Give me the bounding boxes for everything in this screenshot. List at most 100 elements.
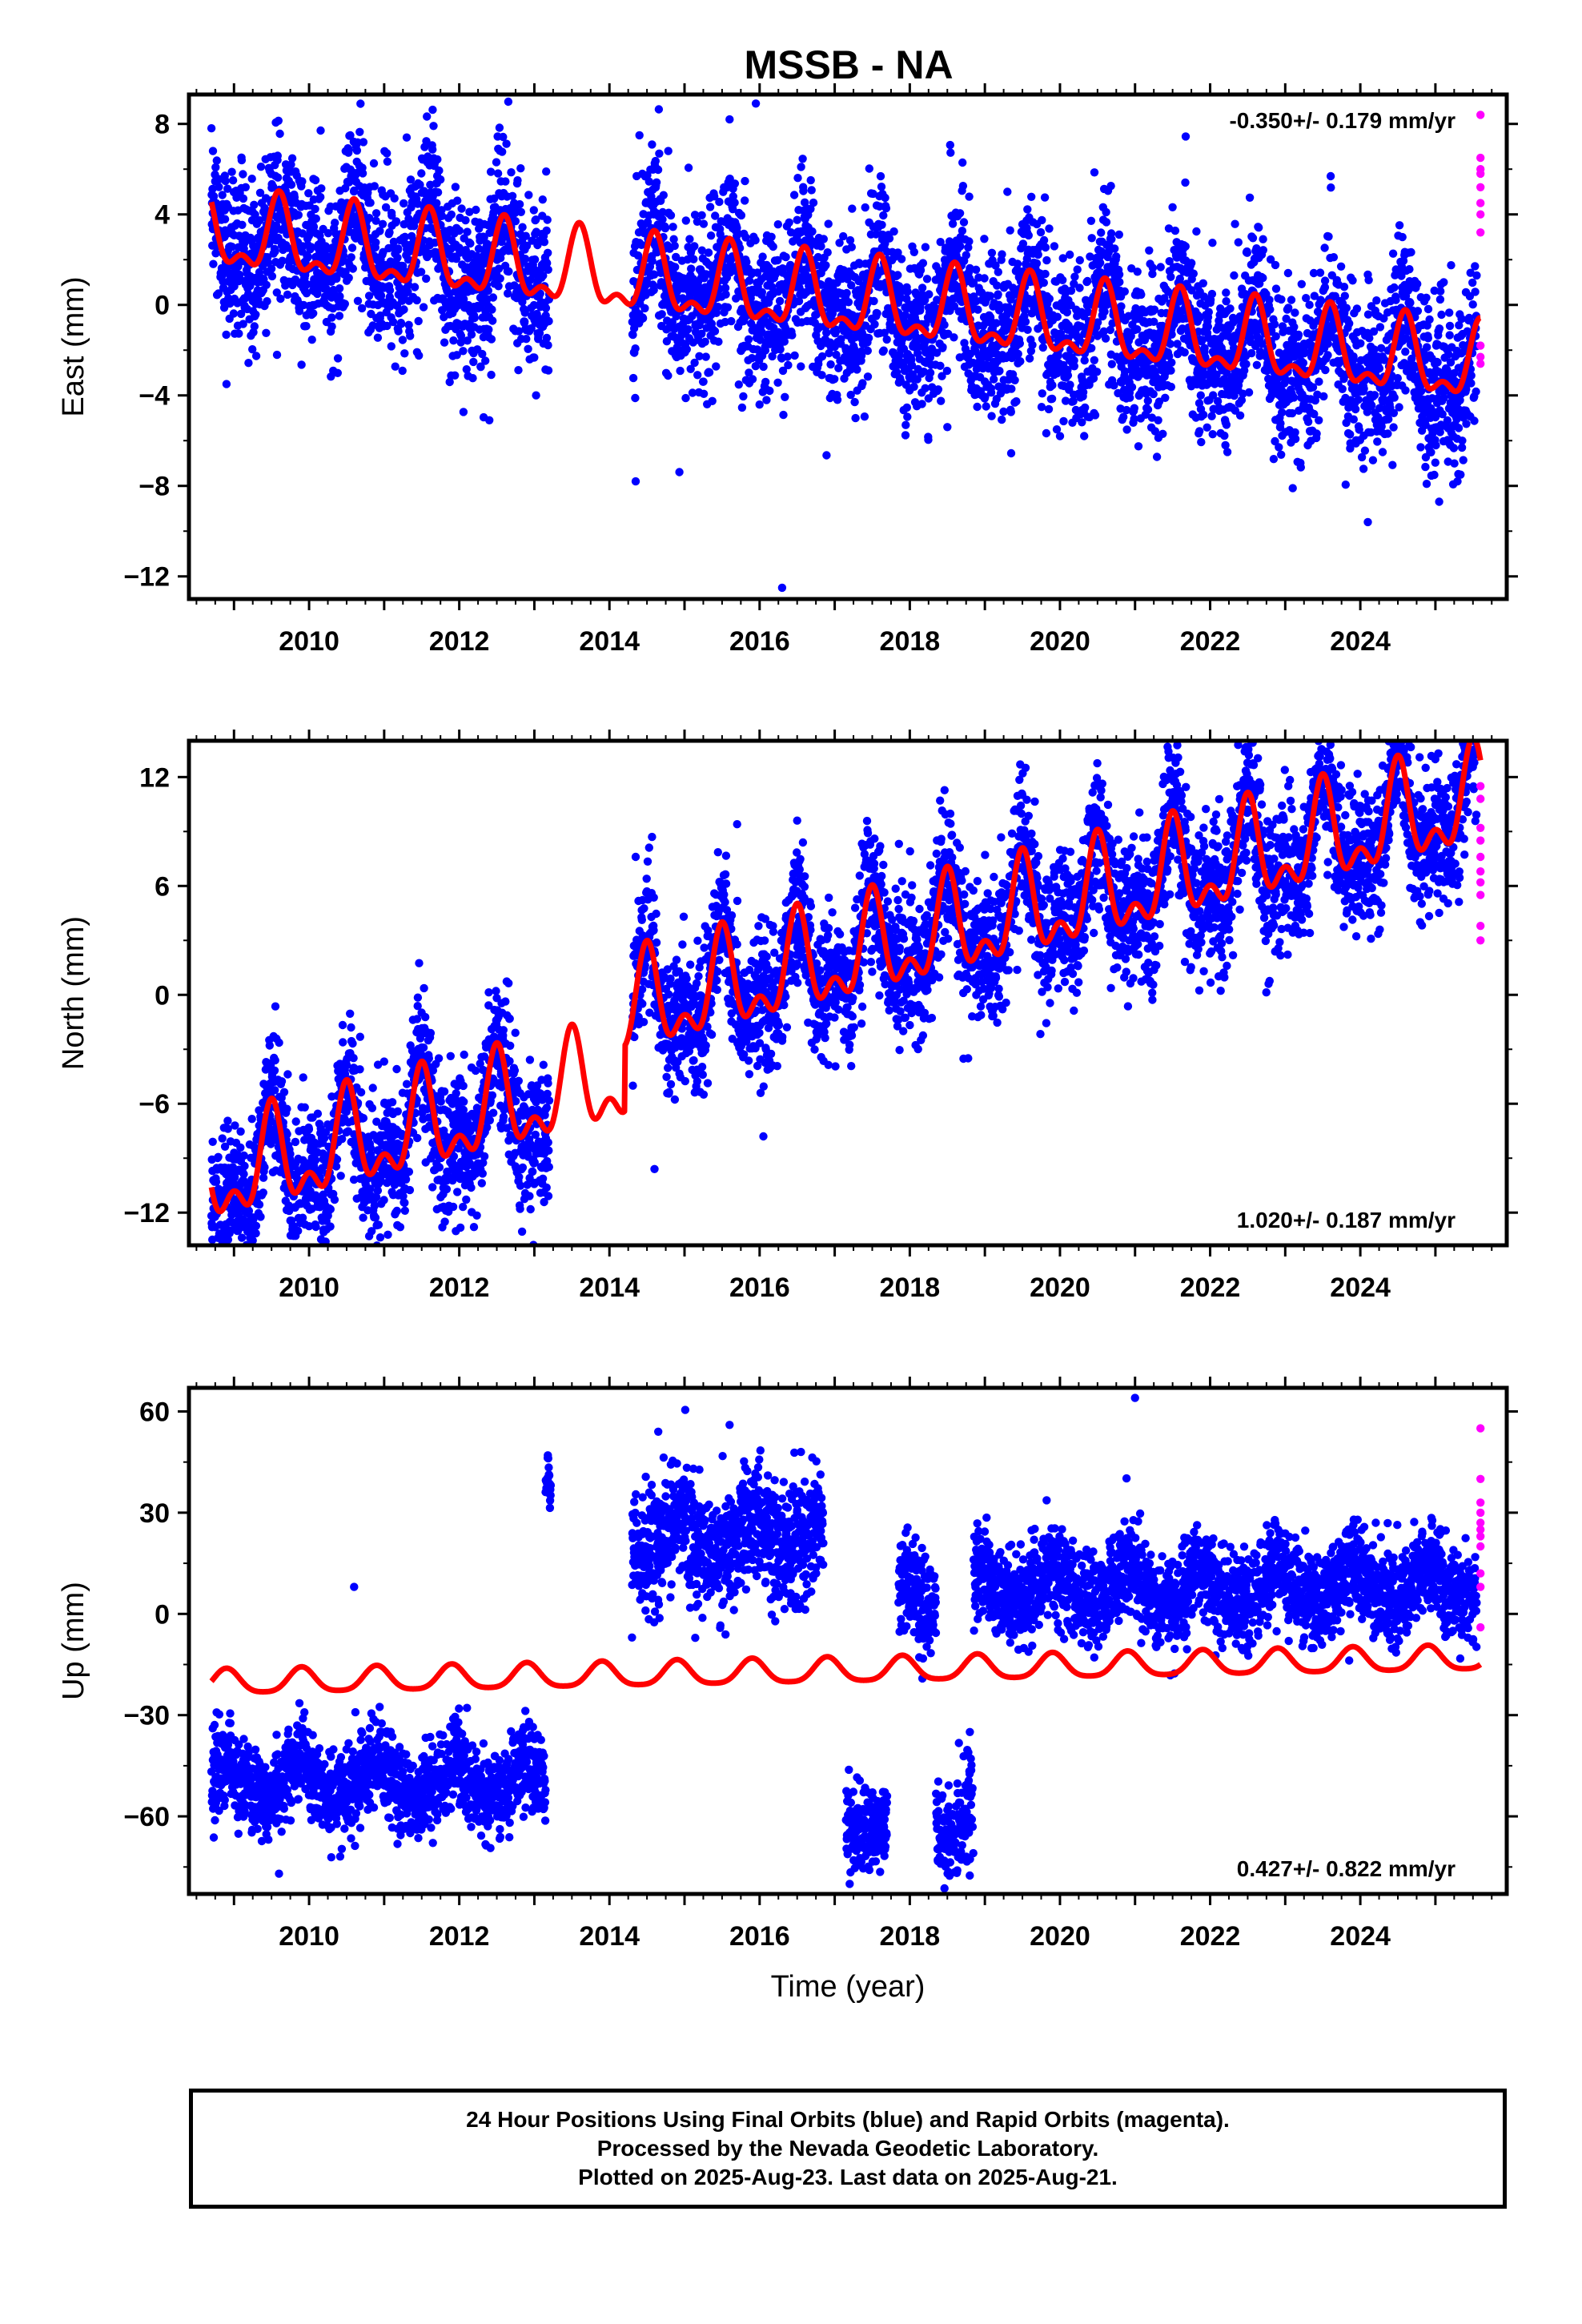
final-orbit-point xyxy=(658,215,667,224)
final-orbit-point xyxy=(657,310,666,319)
final-orbit-point xyxy=(858,379,867,388)
final-orbit-point xyxy=(1423,334,1433,343)
final-orbit-point xyxy=(744,335,753,344)
final-orbit-point xyxy=(381,203,391,212)
final-orbit-point xyxy=(239,170,247,179)
final-orbit-point xyxy=(806,175,815,185)
final-orbit-point xyxy=(1204,308,1214,316)
final-orbit-point xyxy=(783,352,792,361)
final-orbit-point xyxy=(1407,247,1415,257)
final-orbit-point xyxy=(247,175,256,183)
final-orbit-point xyxy=(1326,171,1335,181)
final-orbit-point xyxy=(848,204,857,213)
final-orbit-point xyxy=(1368,456,1378,464)
final-orbit-point xyxy=(208,184,217,194)
final-orbit-point xyxy=(1363,310,1373,319)
final-orbit-point xyxy=(1066,380,1074,389)
final-orbit-point xyxy=(1372,296,1381,305)
final-orbit-point xyxy=(419,303,428,312)
final-orbit-point xyxy=(705,203,715,211)
final-orbit-point xyxy=(689,255,698,263)
final-orbit-point xyxy=(1259,273,1267,283)
final-orbit-point xyxy=(701,352,710,361)
final-orbit-point xyxy=(1133,267,1142,276)
final-orbit-point xyxy=(730,198,739,207)
final-orbit-point xyxy=(490,194,499,203)
final-orbit-point xyxy=(1038,215,1046,225)
final-orbit-point xyxy=(781,252,790,262)
final-orbit-point xyxy=(1422,293,1431,302)
final-orbit-point xyxy=(685,235,694,243)
final-orbit-point xyxy=(398,336,408,344)
final-orbit-point xyxy=(793,215,801,224)
final-orbit-point xyxy=(842,288,851,298)
final-orbit-point xyxy=(666,211,676,220)
final-orbit-point xyxy=(1080,432,1089,440)
final-orbit-point xyxy=(524,191,533,199)
final-orbit-point xyxy=(767,232,776,241)
final-orbit-point xyxy=(965,192,974,201)
final-orbit-point xyxy=(824,219,833,228)
final-orbit-point xyxy=(1039,278,1049,287)
final-orbit-point xyxy=(1038,389,1047,398)
final-orbit-point xyxy=(383,321,391,331)
final-orbit-point xyxy=(1042,255,1051,265)
final-orbit-point xyxy=(1127,383,1137,392)
final-orbit-point xyxy=(1078,388,1088,396)
final-orbit-point xyxy=(739,392,748,401)
final-orbit-point xyxy=(235,329,243,338)
final-orbit-point xyxy=(1015,339,1025,348)
final-orbit-point xyxy=(1423,343,1431,352)
final-orbit-point xyxy=(1207,289,1217,299)
final-orbit-point xyxy=(793,174,802,183)
final-orbit-point xyxy=(1359,384,1368,393)
final-orbit-point xyxy=(727,316,736,326)
final-orbit-point xyxy=(1375,364,1384,373)
final-orbit-point xyxy=(255,216,264,225)
final-orbit-point xyxy=(974,305,982,314)
final-orbit-point xyxy=(790,351,799,360)
final-orbit-point xyxy=(1388,460,1397,469)
final-orbit-point xyxy=(1208,239,1217,247)
final-orbit-point xyxy=(365,214,374,223)
final-orbit-point xyxy=(1106,182,1115,191)
final-orbit-point xyxy=(879,211,888,220)
final-orbit-point xyxy=(267,271,277,281)
final-orbit-point xyxy=(788,331,797,340)
final-orbit-point xyxy=(543,215,552,224)
final-orbit-point xyxy=(1266,305,1275,314)
final-orbit-point xyxy=(297,360,306,369)
final-orbit-point xyxy=(222,330,231,340)
final-orbit-point xyxy=(544,340,552,350)
final-orbit-point xyxy=(378,219,387,228)
final-orbit-point xyxy=(1168,203,1177,211)
final-orbit-point xyxy=(1244,388,1254,397)
final-orbit-point xyxy=(493,169,503,178)
final-orbit-point xyxy=(1161,393,1170,402)
final-orbit-point xyxy=(1170,226,1180,235)
final-orbit-point xyxy=(1401,348,1410,356)
final-orbit-point xyxy=(1075,255,1085,265)
final-orbit-point xyxy=(369,159,379,168)
final-orbit-point xyxy=(881,193,889,203)
final-orbit-point xyxy=(1327,183,1335,192)
final-orbit-point xyxy=(459,408,468,416)
final-orbit-point xyxy=(410,283,420,292)
final-orbit-point xyxy=(412,296,421,305)
final-orbit-point xyxy=(463,227,472,236)
final-orbit-point xyxy=(484,286,492,296)
final-orbit-point xyxy=(1115,278,1124,287)
final-orbit-point xyxy=(869,296,878,306)
final-orbit-point xyxy=(298,177,307,186)
final-orbit-point xyxy=(387,342,396,351)
final-orbit-point xyxy=(1245,193,1255,202)
final-orbit-point xyxy=(277,82,285,90)
final-orbit-point xyxy=(1073,265,1082,274)
final-orbit-point xyxy=(1034,250,1042,259)
final-orbit-point xyxy=(995,367,1004,376)
final-orbit-point xyxy=(1222,297,1231,306)
final-orbit-point xyxy=(278,256,287,265)
final-orbit-point xyxy=(514,366,523,375)
final-orbit-point xyxy=(1154,416,1162,424)
final-orbit-point xyxy=(924,436,933,444)
